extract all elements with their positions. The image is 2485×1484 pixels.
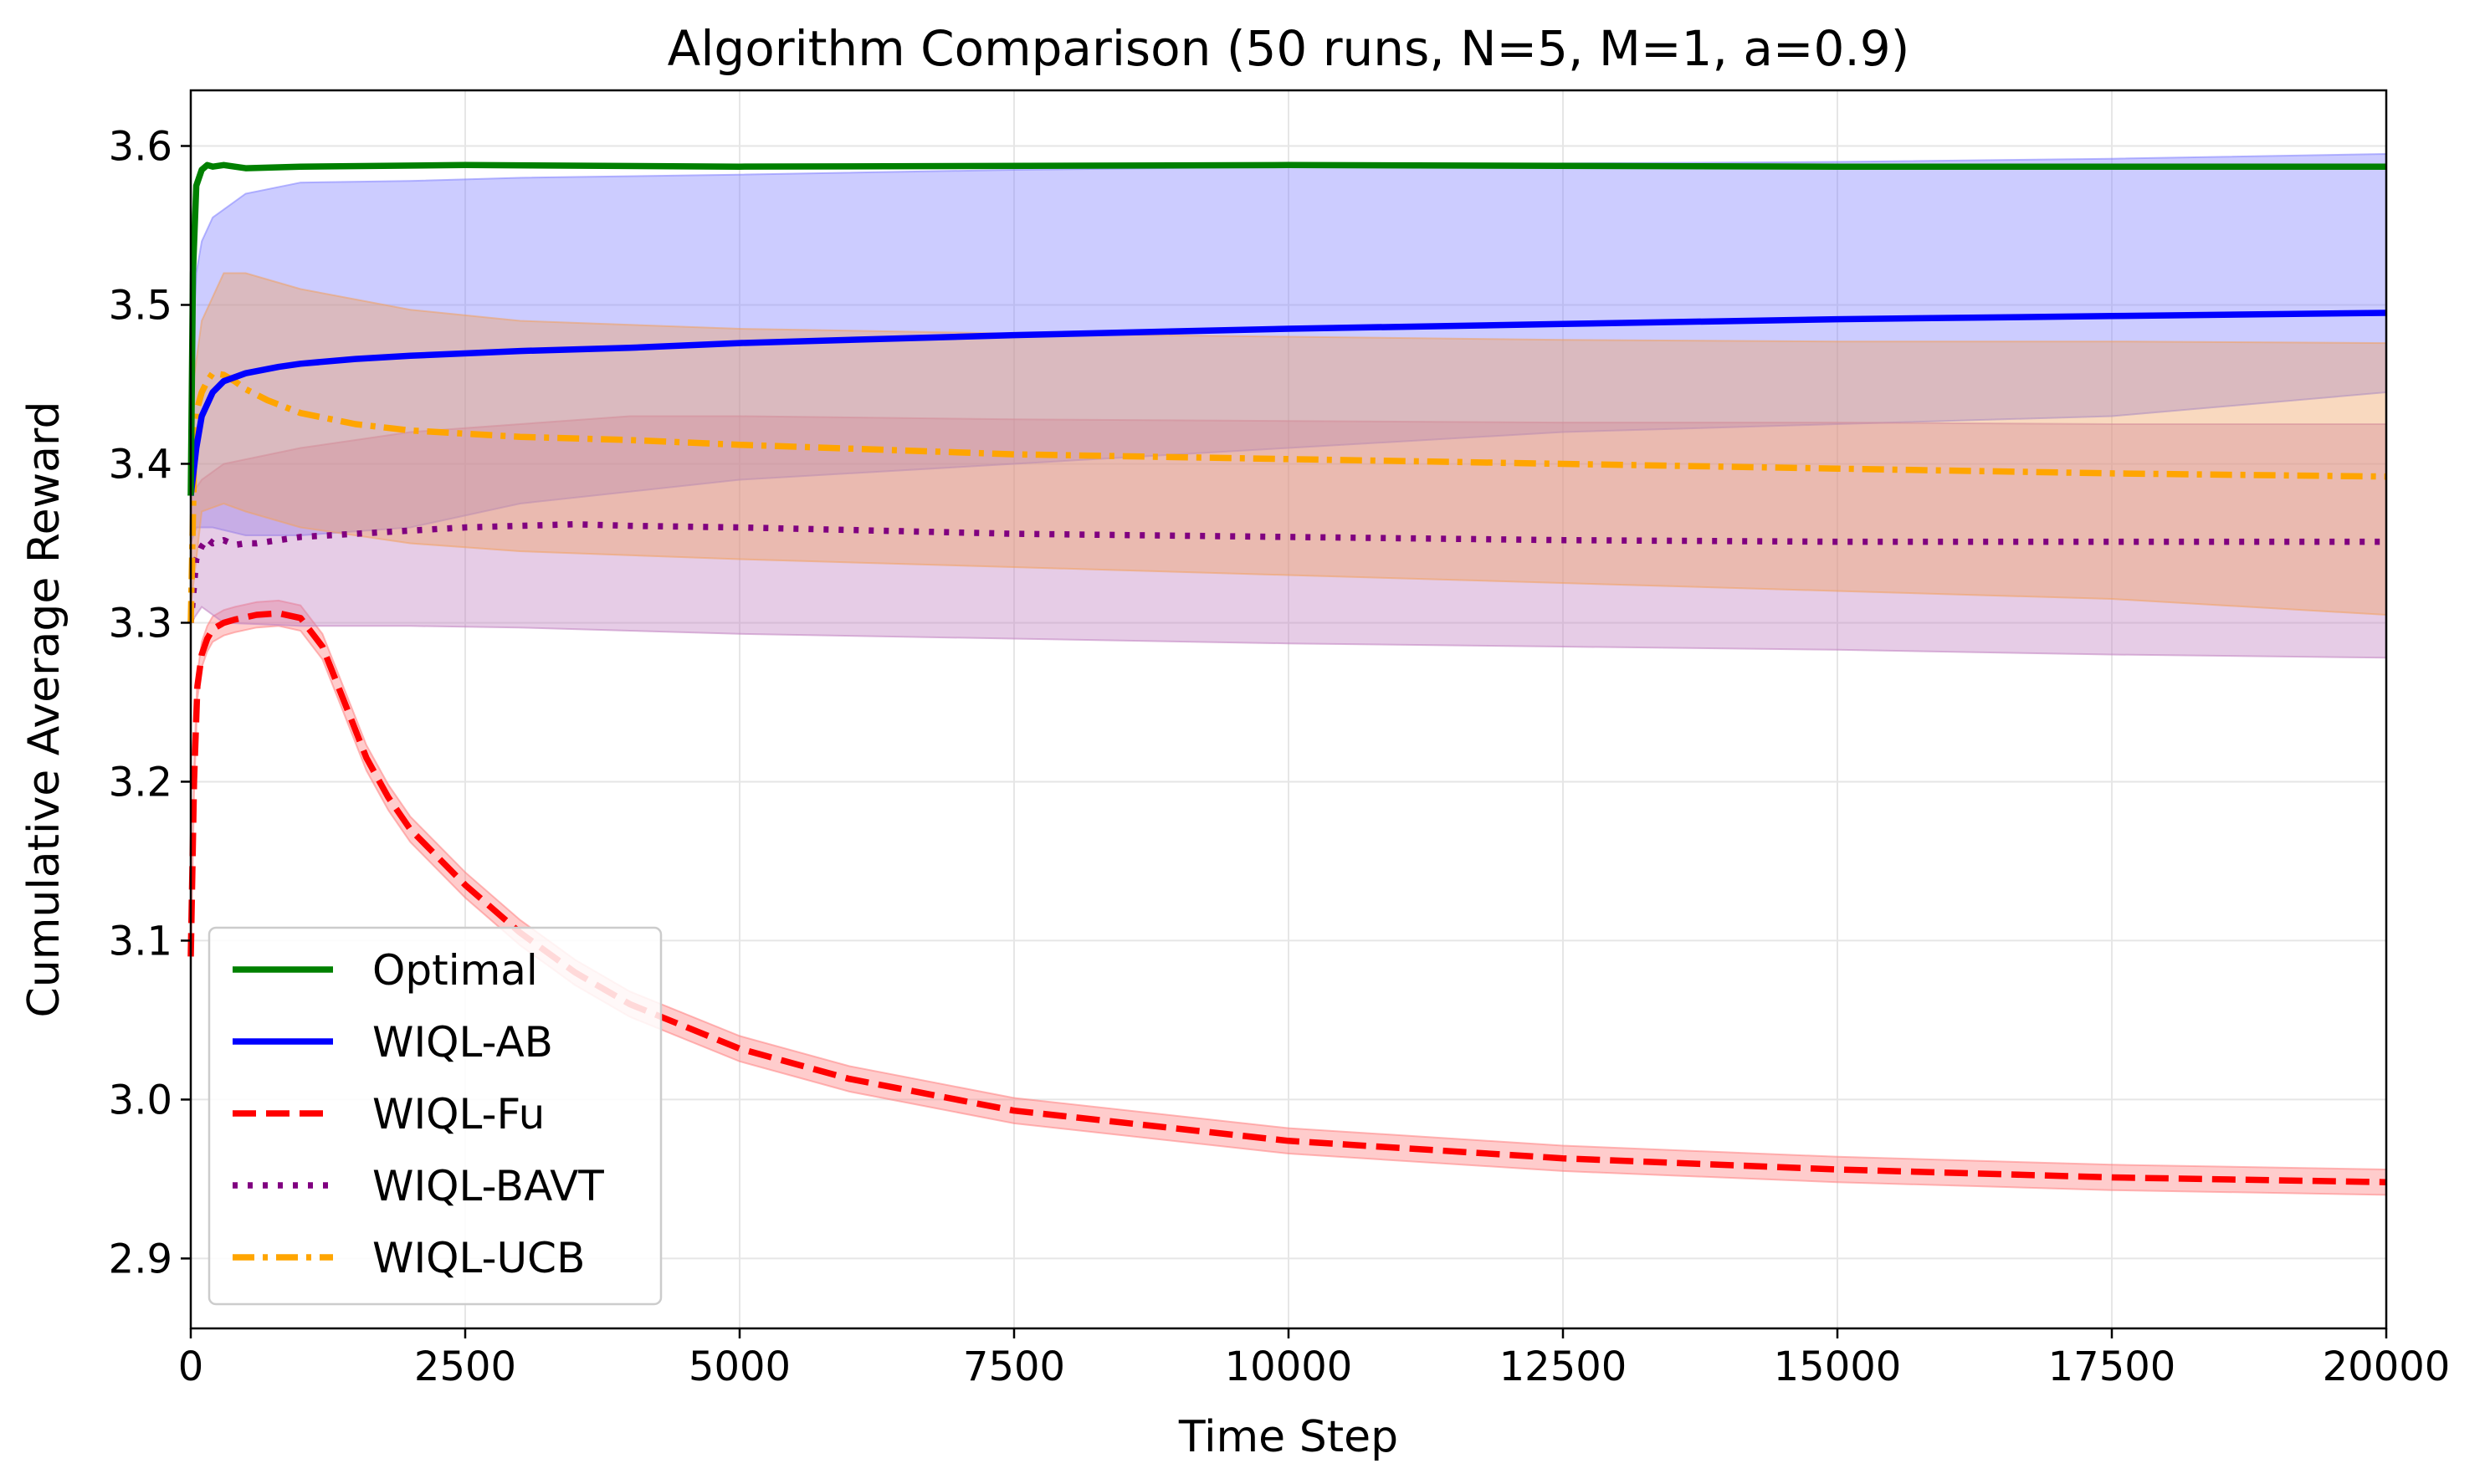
y-tick-label: 3.4 — [109, 441, 172, 488]
x-tick-label: 10000 — [1225, 1343, 1353, 1390]
legend-box — [208, 926, 663, 1306]
series-line-wiql-ab — [187, 310, 2387, 496]
axis-ticks: 0 2500 5000 7500 10000 12500 15000 17500 20000 2.… — [109, 123, 2451, 1390]
x-tick-label: 17500 — [2048, 1343, 2176, 1390]
x-tick-label: 2500 — [414, 1343, 516, 1390]
y-tick-label: 3.6 — [109, 123, 172, 170]
x-tick-label: 20000 — [2323, 1343, 2451, 1390]
x-tick-label: 5000 — [689, 1343, 791, 1390]
x-tick-label: 12500 — [1499, 1343, 1627, 1390]
legend-label-wiql-bavt: WIQL-BAVT — [372, 1162, 604, 1210]
y-tick-label: 3.1 — [109, 918, 172, 965]
legend-label-wiql-ucb: WIQL-UCB — [372, 1234, 585, 1282]
y-tick-label: 3.0 — [109, 1077, 172, 1123]
y-axis-label: Cumulative Average Reward — [19, 401, 69, 1017]
y-tick-label: 2.9 — [109, 1236, 172, 1282]
x-axis-label: Time Step — [1178, 1412, 1398, 1462]
y-tick-label: 3.2 — [109, 759, 172, 806]
legend-label-wiql-fu: WIQL-Fu — [372, 1090, 545, 1139]
series-line-wiql-bavt — [187, 520, 2386, 623]
series-line-optimal — [187, 161, 2386, 496]
legend: Optimal WIQL-AB WIQL-Fu WIQL-BAVT WIQL-UCB — [208, 926, 663, 1306]
series-line-wiql-fu — [187, 610, 2387, 1185]
x-tick-label: 0 — [178, 1343, 204, 1390]
legend-label-wiql-ab: WIQL-AB — [372, 1018, 553, 1067]
x-tick-label: 7500 — [963, 1343, 1065, 1390]
y-tick-label: 3.3 — [109, 600, 172, 647]
series-lines — [187, 161, 2387, 1185]
y-tick-label: 3.5 — [109, 282, 172, 329]
legend-label-optimal: Optimal — [372, 946, 538, 995]
chart-title: Algorithm Comparison (50 runs, N=5, M=1,… — [668, 20, 1910, 77]
x-tick-label: 15000 — [1774, 1343, 1902, 1390]
series-line-wiql-ucb — [187, 370, 2387, 623]
